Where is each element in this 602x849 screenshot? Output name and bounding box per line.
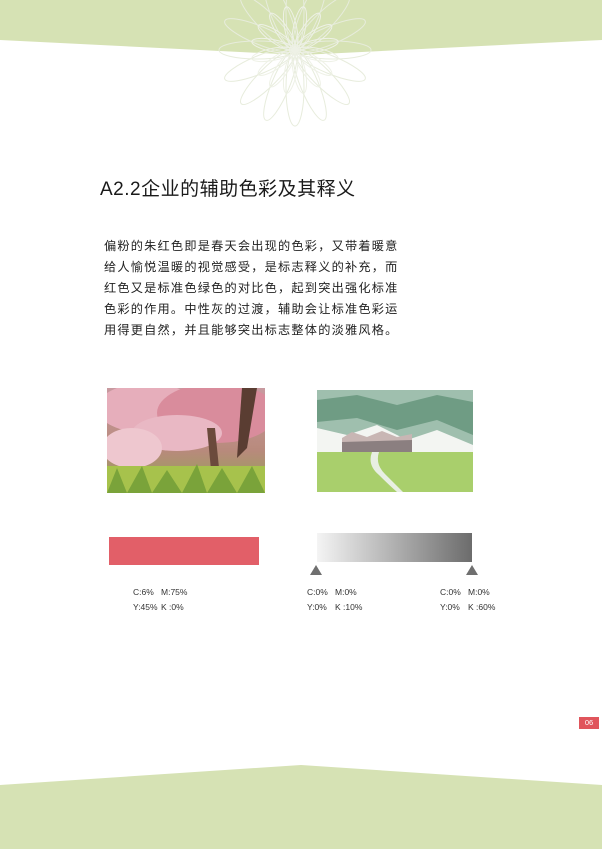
top-decorative-band: [0, 0, 602, 55]
bottom-decorative-band: [0, 765, 602, 849]
accent-red-swatch: [109, 537, 259, 565]
cmyk-values-dark-gray: C:0% M:0% Y:0% K :60%: [440, 587, 496, 612]
cmyk-values-light-gray: C:0% M:0% Y:0% K :10%: [307, 587, 363, 612]
village-watercolor-photo: [317, 390, 473, 492]
body-paragraph: 偏粉的朱红色即是春天会出现的色彩，又带着暖意给人愉悦温暖的视觉感受，是标志释义的…: [104, 239, 399, 337]
gradient-start-marker-icon: [310, 565, 322, 575]
section-title: A2.2企业的辅助色彩及其释义: [100, 179, 356, 200]
cherry-blossom-photo: [107, 388, 265, 493]
gradient-end-marker-icon: [466, 565, 478, 575]
flower-watermark: [218, 0, 372, 127]
page-number-badge: 06: [579, 717, 599, 729]
gray-gradient-bar: [317, 533, 472, 562]
cmyk-values-red: C:6% M:75% Y:45% K :0%: [133, 587, 188, 612]
flower-petal-inner: [282, 6, 299, 51]
